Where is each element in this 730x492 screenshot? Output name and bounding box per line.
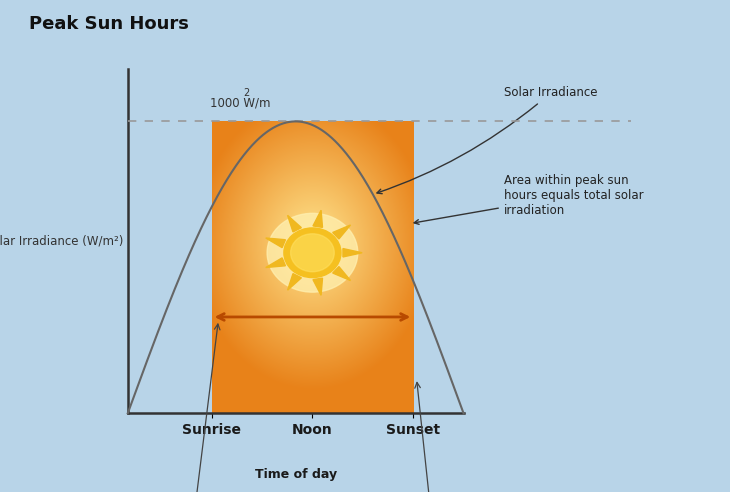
Polygon shape [266,258,285,268]
Text: Solar Irradiance: Solar Irradiance [377,87,597,194]
Text: 2: 2 [244,88,250,98]
Polygon shape [266,238,285,247]
Polygon shape [288,215,301,232]
Text: 1000 W/m: 1000 W/m [210,97,271,110]
Text: Solar Irradiance (W/m²): Solar Irradiance (W/m²) [0,235,123,247]
Text: Time of day: Time of day [255,468,337,481]
Circle shape [291,234,334,272]
Polygon shape [343,248,362,257]
Polygon shape [333,267,350,280]
Text: Peak Sun Hours: Peak Sun Hours [29,15,189,33]
Polygon shape [288,274,301,290]
Polygon shape [313,278,323,295]
Circle shape [267,214,358,292]
Circle shape [284,228,341,277]
Text: Area within peak sun
hours equals total solar
irradiation: Area within peak sun hours equals total … [414,174,643,224]
Polygon shape [313,210,323,227]
Polygon shape [333,225,350,239]
